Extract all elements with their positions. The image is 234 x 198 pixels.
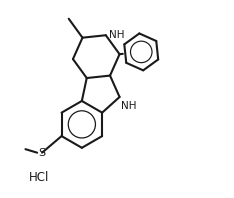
Text: NH: NH: [121, 101, 136, 111]
Text: NH: NH: [109, 30, 125, 40]
Text: HCl: HCl: [29, 171, 50, 184]
Text: S: S: [38, 148, 46, 158]
